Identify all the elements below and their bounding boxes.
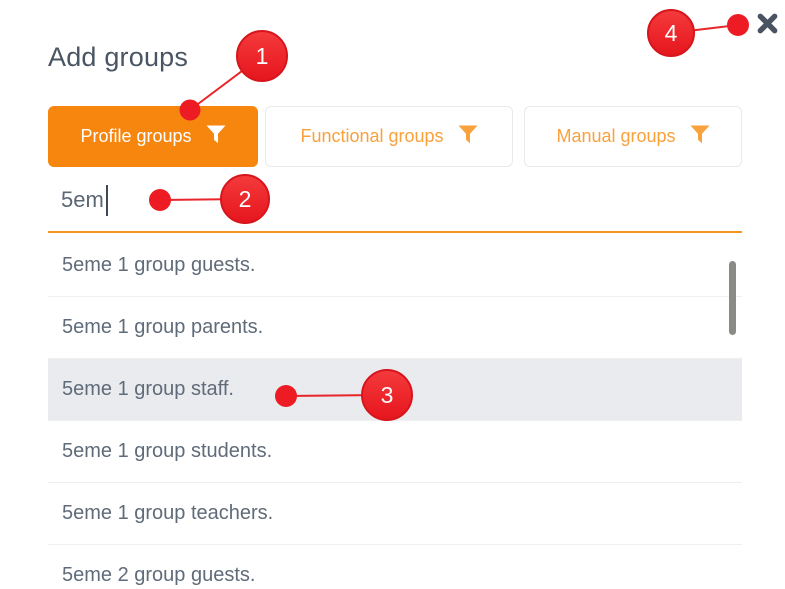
tab-profile-groups[interactable]: Profile groups bbox=[48, 106, 258, 167]
annotation-dot bbox=[727, 14, 749, 36]
search-input-value: 5em bbox=[61, 187, 104, 212]
text-caret bbox=[105, 184, 108, 216]
group-list-item[interactable]: 5eme 2 group guests. bbox=[48, 545, 742, 589]
group-list-item[interactable]: 5eme 1 group parents. bbox=[48, 297, 742, 359]
group-list-item-selected[interactable]: 5eme 1 group staff. bbox=[48, 359, 742, 421]
tab-manual-groups[interactable]: Manual groups bbox=[524, 106, 742, 167]
close-icon bbox=[752, 12, 782, 35]
filter-icon bbox=[206, 125, 226, 149]
close-button[interactable] bbox=[752, 7, 782, 37]
filter-icon bbox=[690, 125, 710, 149]
search-input[interactable]: 5em bbox=[48, 169, 742, 233]
group-type-tabs: Profile groups Functional groups Manual … bbox=[48, 106, 742, 167]
annotation-badge-1: 1 bbox=[236, 30, 288, 82]
tab-label: Manual groups bbox=[556, 126, 676, 146]
group-list-item[interactable]: 5eme 1 group students. bbox=[48, 421, 742, 483]
scrollbar-thumb[interactable] bbox=[729, 261, 736, 335]
tab-label: Functional groups bbox=[300, 126, 444, 146]
group-list-item[interactable]: 5eme 1 group guests. bbox=[48, 235, 742, 297]
modal-title: Add groups bbox=[48, 42, 189, 72]
group-list-item[interactable]: 5eme 1 group teachers. bbox=[48, 483, 742, 545]
tab-functional-groups[interactable]: Functional groups bbox=[265, 106, 513, 167]
annotation-badge-4: 4 bbox=[647, 9, 695, 57]
filter-icon bbox=[458, 125, 478, 149]
tab-label: Profile groups bbox=[80, 126, 192, 146]
group-list: 5eme 1 group guests. 5eme 1 group parent… bbox=[48, 235, 742, 589]
